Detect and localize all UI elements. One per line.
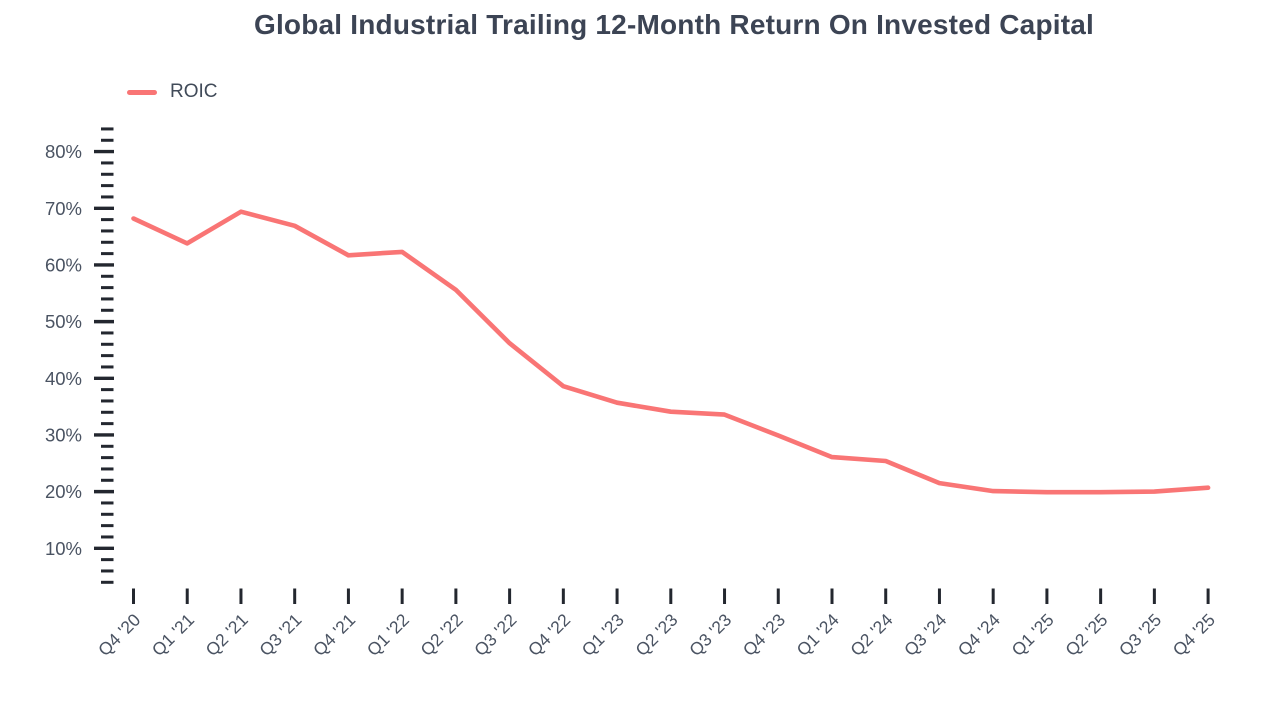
y-axis-tick-label: 60% bbox=[45, 254, 82, 275]
x-axis-tick-label: Q2 '23 bbox=[631, 610, 681, 660]
x-axis-tick-label: Q4 '20 bbox=[94, 609, 144, 659]
x-axis-tick-label: Q1 '24 bbox=[793, 609, 843, 659]
roic-line bbox=[131, 209, 1211, 495]
x-axis-tick-label: Q1 '25 bbox=[1008, 610, 1058, 660]
legend[interactable]: ROIC bbox=[127, 81, 218, 103]
chart-title: Global Industrial Trailing 12-Month Retu… bbox=[253, 9, 1095, 40]
x-axis-tick-label: Q2 '25 bbox=[1061, 610, 1111, 660]
x-axis-tick-label: Q3 '22 bbox=[470, 610, 520, 660]
roic-series-swatch-icon bbox=[127, 89, 157, 95]
y-axis-tick-label: 50% bbox=[45, 311, 82, 332]
x-axis-tick-label: Q4 '22 bbox=[524, 610, 574, 660]
x-axis-tick-label: Q3 '24 bbox=[900, 609, 950, 659]
x-axis-tick-label: Q4 '23 bbox=[739, 610, 789, 660]
y-axis-tick-label: 40% bbox=[45, 368, 82, 389]
y-axis-tick-label: 10% bbox=[45, 538, 82, 559]
x-axis-tick-label: Q2 '22 bbox=[416, 610, 466, 660]
y-axis-tick-label: 80% bbox=[45, 141, 82, 162]
x-axis-tick-label: Q1 '23 bbox=[578, 610, 628, 660]
x-axis-tick-label: Q4 '24 bbox=[954, 609, 1004, 659]
x-axis-tick-label: Q2 '24 bbox=[846, 609, 896, 659]
x-axis-tick-label: Q4 '25 bbox=[1169, 610, 1219, 660]
roic-series-label: ROIC bbox=[170, 81, 218, 102]
x-axis-tick-label: Q3 '25 bbox=[1115, 610, 1165, 660]
y-axis-tick-label: 70% bbox=[45, 198, 82, 219]
x-axis-tick-label: Q4 '21 bbox=[309, 610, 359, 660]
x-axis-tick-label: Q2 '21 bbox=[202, 610, 252, 660]
x-axis-tick-label: Q1 '21 bbox=[148, 610, 198, 660]
x-axis-tick-label: Q3 '23 bbox=[685, 610, 735, 660]
x-axis-tick-label: Q1 '22 bbox=[363, 610, 413, 660]
y-axis-tick-label: 30% bbox=[45, 424, 82, 445]
y-axis-tick-label: 20% bbox=[45, 481, 82, 502]
x-axis-tick-label: Q3 '21 bbox=[255, 610, 305, 660]
